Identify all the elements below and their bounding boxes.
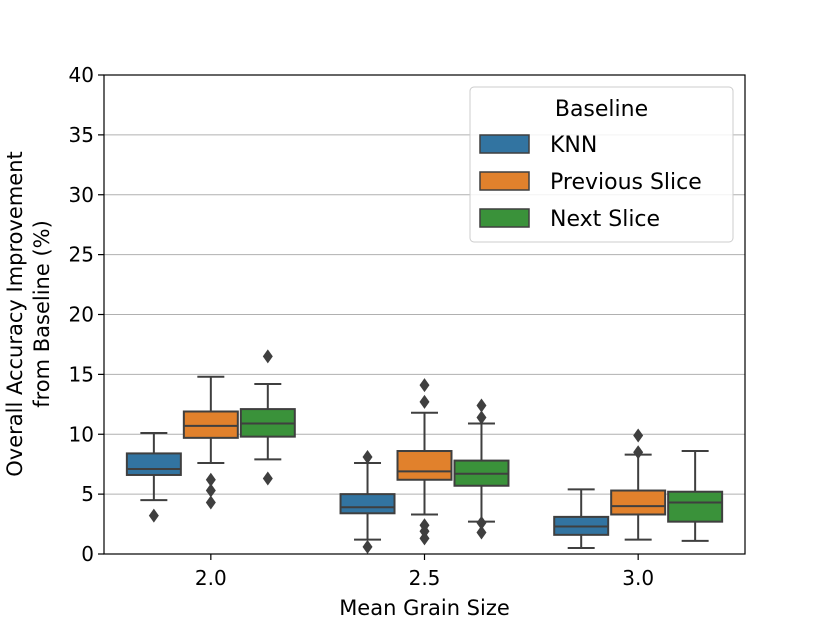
box-iqr xyxy=(396,450,453,481)
legend-frame xyxy=(469,86,734,243)
legend-label: Next Slice xyxy=(550,207,660,232)
legend-swatch xyxy=(479,171,530,191)
y-tick-label: 0 xyxy=(81,542,94,566)
outlier-point xyxy=(633,428,644,443)
outlier-point xyxy=(419,378,430,393)
y-tick-label: 30 xyxy=(69,183,94,207)
legend-item-next-slice: Next Slice xyxy=(479,207,660,232)
box-iqr xyxy=(125,452,182,476)
box-next-slice-3.0 xyxy=(667,450,724,542)
y-tick-label: 20 xyxy=(69,303,94,327)
legend-label: KNN xyxy=(550,133,597,158)
y-axis-label-line-2: from Baseline (%) xyxy=(30,220,54,408)
outlier-point xyxy=(419,518,430,533)
legend-item-knn: KNN xyxy=(479,133,597,158)
legend-item-previous-slice: Previous Slice xyxy=(479,170,702,195)
y-axis-label-line-1: Overall Accuracy Improvement xyxy=(3,151,27,477)
outlier-point xyxy=(362,539,373,554)
legend-items: KNN Previous Slice Next Slice xyxy=(479,133,702,232)
box-previous-slice-2.5 xyxy=(396,378,453,546)
outlier-point xyxy=(205,483,216,498)
y-axis-ticks: 0 5 10 15 20 25 30 35 40 xyxy=(69,63,104,566)
legend-swatch xyxy=(479,134,530,154)
y-tick-label: 15 xyxy=(69,362,94,386)
outlier-point xyxy=(262,349,273,364)
x-tick-label: 2.5 xyxy=(409,566,441,590)
outlier-point xyxy=(262,471,273,486)
x-axis-ticks: 2.0 2.5 3.0 xyxy=(195,554,654,590)
legend-swatch xyxy=(479,208,530,228)
legend: Baseline KNN Previous Slice Next Slice xyxy=(469,86,734,243)
outlier-point xyxy=(633,445,644,460)
box-knn-3.0 xyxy=(553,488,610,550)
y-tick-label: 5 xyxy=(81,482,94,506)
y-tick-label: 35 xyxy=(69,123,94,147)
x-tick-label: 3.0 xyxy=(622,566,654,590)
x-tick-label: 2.0 xyxy=(195,566,227,590)
outlier-point xyxy=(205,495,216,510)
y-tick-label: 25 xyxy=(69,243,94,267)
box-iqr xyxy=(610,489,667,516)
x-axis-label: Mean Grain Size xyxy=(339,596,510,620)
outlier-point xyxy=(419,531,430,546)
outlier-point xyxy=(476,398,487,413)
y-axis-label: Overall Accuracy Improvement from Baseli… xyxy=(3,151,54,477)
box-previous-slice-3.0 xyxy=(610,428,667,541)
legend-title: Baseline xyxy=(555,97,648,122)
y-tick-label: 10 xyxy=(69,422,94,446)
outlier-point xyxy=(362,450,373,465)
box-series xyxy=(125,349,724,554)
legend-label: Previous Slice xyxy=(550,170,702,195)
box-previous-slice-2.0 xyxy=(182,375,239,510)
box-iqr xyxy=(667,490,724,523)
box-next-slice-2.5 xyxy=(453,398,510,540)
outlier-point xyxy=(476,410,487,425)
box-next-slice-2.0 xyxy=(239,349,296,486)
y-tick-label: 40 xyxy=(69,63,94,87)
outlier-point xyxy=(148,508,159,523)
box-knn-2.0 xyxy=(125,432,182,523)
outlier-point xyxy=(476,515,487,530)
outlier-point xyxy=(419,394,430,409)
outlier-point xyxy=(205,472,216,487)
outlier-point xyxy=(476,525,487,540)
box-iqr xyxy=(339,493,396,515)
box-iqr xyxy=(182,410,239,439)
box-knn-2.5 xyxy=(339,450,396,554)
